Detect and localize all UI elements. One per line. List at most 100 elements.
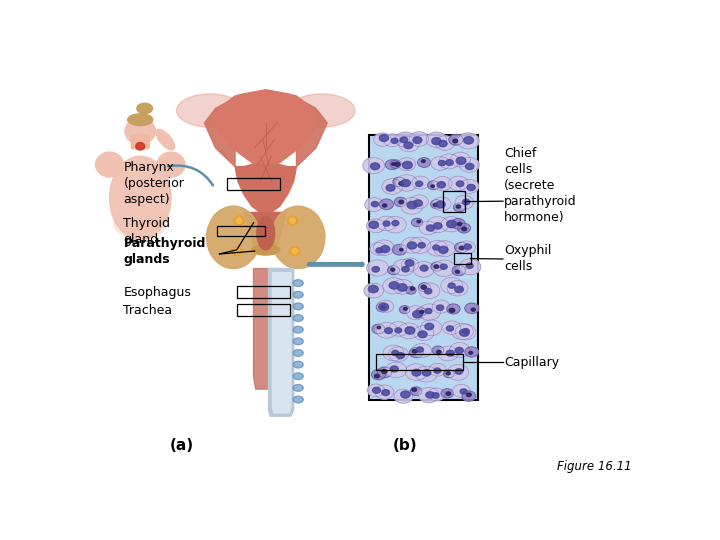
Ellipse shape xyxy=(236,218,242,224)
Ellipse shape xyxy=(293,373,303,380)
Circle shape xyxy=(428,181,439,190)
Ellipse shape xyxy=(289,218,295,224)
Circle shape xyxy=(400,137,408,143)
Circle shape xyxy=(395,197,407,206)
Bar xyxy=(237,286,290,298)
Circle shape xyxy=(446,326,454,331)
Circle shape xyxy=(404,142,413,149)
Ellipse shape xyxy=(96,152,124,177)
Ellipse shape xyxy=(292,248,297,254)
Circle shape xyxy=(402,266,409,272)
Polygon shape xyxy=(271,206,325,268)
Ellipse shape xyxy=(114,206,167,239)
Ellipse shape xyxy=(257,217,275,250)
Ellipse shape xyxy=(137,103,153,113)
Circle shape xyxy=(471,308,475,311)
Ellipse shape xyxy=(293,303,303,310)
Circle shape xyxy=(401,179,410,187)
Circle shape xyxy=(433,368,441,373)
Circle shape xyxy=(458,241,475,254)
Text: Capillary: Capillary xyxy=(504,356,559,369)
Circle shape xyxy=(465,303,479,314)
Ellipse shape xyxy=(136,143,145,150)
Circle shape xyxy=(374,374,379,378)
Circle shape xyxy=(431,185,434,187)
Circle shape xyxy=(459,329,469,336)
Circle shape xyxy=(404,307,408,310)
Ellipse shape xyxy=(127,114,153,125)
Circle shape xyxy=(394,389,413,403)
Circle shape xyxy=(456,205,461,208)
Circle shape xyxy=(366,260,389,276)
Circle shape xyxy=(377,302,389,312)
Circle shape xyxy=(446,392,451,395)
Circle shape xyxy=(392,163,395,165)
Circle shape xyxy=(371,163,379,170)
Circle shape xyxy=(398,323,420,339)
Text: (b): (b) xyxy=(393,438,418,453)
Ellipse shape xyxy=(294,293,302,297)
Ellipse shape xyxy=(294,339,302,343)
Circle shape xyxy=(421,285,426,289)
Ellipse shape xyxy=(293,326,303,333)
Circle shape xyxy=(392,244,407,255)
Bar xyxy=(237,305,290,316)
Circle shape xyxy=(399,137,419,152)
Circle shape xyxy=(459,246,464,249)
Circle shape xyxy=(459,157,479,172)
Ellipse shape xyxy=(294,351,302,355)
Circle shape xyxy=(410,195,428,208)
Bar xyxy=(454,253,471,265)
Circle shape xyxy=(423,369,431,376)
Circle shape xyxy=(459,259,481,275)
Bar xyxy=(369,136,478,400)
Circle shape xyxy=(459,179,479,193)
Text: Figure 16.11: Figure 16.11 xyxy=(557,460,631,473)
Circle shape xyxy=(438,346,458,361)
Circle shape xyxy=(431,157,449,170)
Ellipse shape xyxy=(294,316,302,320)
Circle shape xyxy=(382,390,390,395)
Circle shape xyxy=(407,201,417,209)
Circle shape xyxy=(389,347,408,362)
Ellipse shape xyxy=(294,374,302,379)
Circle shape xyxy=(455,369,463,374)
Circle shape xyxy=(392,350,399,355)
Circle shape xyxy=(381,306,385,309)
Circle shape xyxy=(449,176,468,191)
Circle shape xyxy=(415,181,423,186)
Circle shape xyxy=(397,284,408,291)
Circle shape xyxy=(432,300,450,313)
Circle shape xyxy=(449,308,455,312)
Circle shape xyxy=(393,279,413,294)
Circle shape xyxy=(451,219,465,229)
Ellipse shape xyxy=(293,396,303,403)
Polygon shape xyxy=(269,268,294,416)
Text: (a): (a) xyxy=(170,438,194,453)
Circle shape xyxy=(400,248,403,251)
Circle shape xyxy=(433,245,440,250)
Text: Chief
cells
(secrete
parathyroid
hormone): Chief cells (secrete parathyroid hormone… xyxy=(504,147,577,224)
Ellipse shape xyxy=(125,118,156,144)
Ellipse shape xyxy=(293,280,303,286)
Circle shape xyxy=(447,280,468,296)
Text: Esophagus: Esophagus xyxy=(124,286,192,299)
Circle shape xyxy=(413,261,434,277)
Circle shape xyxy=(433,241,455,257)
Circle shape xyxy=(405,260,414,266)
Circle shape xyxy=(437,181,446,188)
Ellipse shape xyxy=(232,246,242,255)
Circle shape xyxy=(432,346,444,355)
Circle shape xyxy=(402,161,413,168)
Circle shape xyxy=(449,283,455,288)
Circle shape xyxy=(464,137,474,144)
Circle shape xyxy=(379,134,389,141)
Circle shape xyxy=(413,137,422,144)
Circle shape xyxy=(412,388,416,392)
Circle shape xyxy=(420,320,442,336)
Circle shape xyxy=(400,306,410,314)
Circle shape xyxy=(409,237,431,253)
Polygon shape xyxy=(253,268,278,389)
Circle shape xyxy=(438,160,446,166)
Circle shape xyxy=(436,350,441,354)
